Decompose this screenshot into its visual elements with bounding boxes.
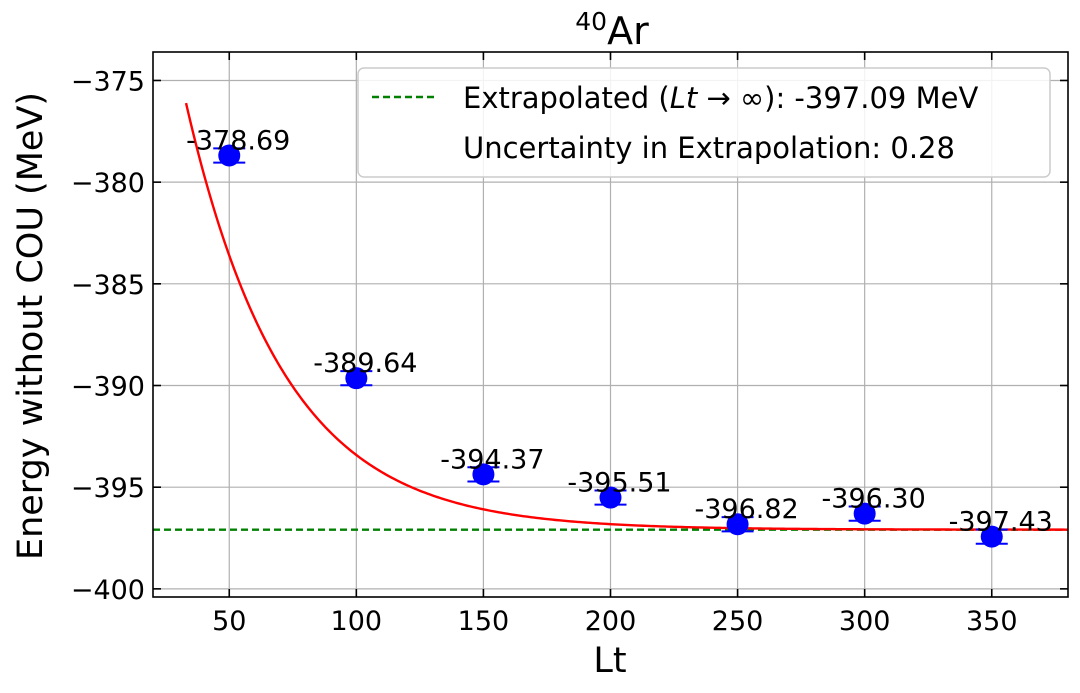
legend: Extrapolated (Lt → ∞): -397.09 MeV Uncer… xyxy=(357,67,1051,178)
data-label: -394.37 xyxy=(440,444,544,475)
data-point xyxy=(599,486,622,509)
data-label: -389.64 xyxy=(313,348,417,379)
x-tick-label: 100 xyxy=(331,606,383,637)
data-point xyxy=(472,463,495,486)
fit-curve-layer xyxy=(184,102,1068,531)
data-label: -378.69 xyxy=(186,126,290,157)
legend-box xyxy=(357,67,1051,178)
data-point xyxy=(345,367,368,390)
x-tick-label: 200 xyxy=(585,606,637,637)
legend-arrow: → ∞ xyxy=(697,81,764,115)
data-points xyxy=(213,144,1008,548)
data-label: -396.30 xyxy=(822,484,926,515)
y-tick-label: −395 xyxy=(71,473,145,504)
x-tick-label: 150 xyxy=(458,606,510,637)
fit-curve xyxy=(184,102,1068,531)
chart-title: 40Ar xyxy=(575,7,649,53)
x-axis-label: Lt xyxy=(593,641,626,681)
y-tick-label: −385 xyxy=(71,270,145,301)
y-tick-label: −375 xyxy=(71,66,145,97)
data-point xyxy=(726,513,749,536)
x-tick-label: 250 xyxy=(712,606,764,637)
data-labels: -378.69 -389.64 -394.37 -395.51 -396.82 -396.… xyxy=(186,126,1053,538)
legend-suffix: ): -397.09 MeV xyxy=(764,81,978,115)
data-label: -395.51 xyxy=(567,468,671,499)
y-axis-label: Energy without COU (MeV) xyxy=(11,92,51,560)
data-point xyxy=(218,144,241,167)
x-tick-label: 50 xyxy=(212,606,246,637)
data-point xyxy=(853,502,876,525)
axis-ticks: 50 100 150 200 250 300 350 −375 −380 −385 −390 −395… xyxy=(71,52,1068,637)
data-label: -396.82 xyxy=(694,494,798,525)
data-point xyxy=(980,525,1003,548)
x-tick-label: 300 xyxy=(839,606,891,637)
y-tick-label: −400 xyxy=(71,575,145,606)
x-tick-label: 350 xyxy=(966,606,1018,637)
legend-prefix: Extrapolated ( xyxy=(463,81,670,115)
legend-extrapolation-label: Extrapolated (Lt → ∞): -397.09 MeV xyxy=(463,81,978,115)
chart-title-superscript: 40 xyxy=(575,7,607,36)
y-tick-label: −380 xyxy=(71,168,145,199)
legend-math: Lt xyxy=(670,81,699,115)
y-tick-label: −390 xyxy=(71,372,145,403)
data-label: -397.43 xyxy=(949,507,1053,538)
legend-uncertainty-label: Uncertainty in Extrapolation: 0.28 xyxy=(463,131,955,165)
chart-title-main: Ar xyxy=(607,9,649,53)
